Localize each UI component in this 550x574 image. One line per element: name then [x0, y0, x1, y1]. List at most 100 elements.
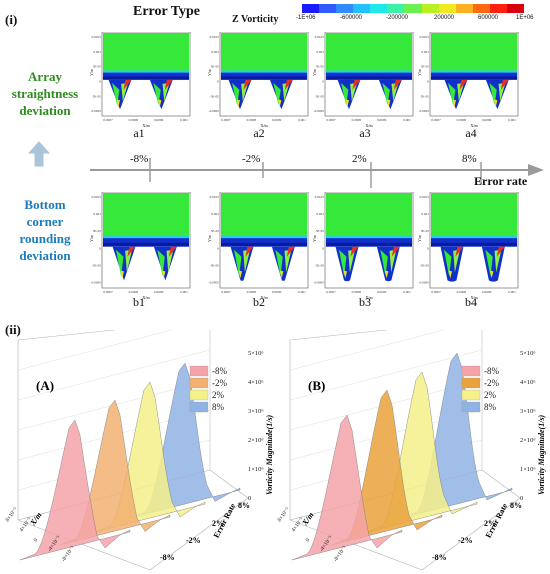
panel-label-a3: a3: [359, 126, 371, 140]
y-tick-label: 0.0015: [420, 195, 430, 199]
z-axis-label: Vorticity Magnitude(1/s): [537, 414, 546, 495]
simulation-panel-b1: 0.0015 0.001 5E-05 0 -5E-05 -0.0005 Y/m 0.0007 0…: [89, 192, 191, 300]
y-tick-label: 0.001: [211, 212, 219, 216]
y-tick-label: 0.0015: [210, 195, 220, 199]
simulation-panel-b3: 0.0015 0.001 5E-05 0 -5E-05 -0.0005 Y/m 0.0007 0…: [312, 192, 414, 300]
x-tick-label: 0.0008: [352, 118, 362, 122]
colorbar-tick: 200000: [434, 15, 455, 21]
x-tick-label: 0.0008: [129, 290, 139, 294]
y-tick-label: -5E-05: [210, 94, 220, 98]
x-axis-label: X/m: [470, 295, 478, 300]
colorbar-swatch: [438, 4, 456, 13]
error-mark-neg8: -8%: [130, 153, 149, 165]
x-tick-label: 0.0009: [154, 118, 164, 122]
colorbar-title: Z Vorticity: [232, 14, 279, 25]
x-tick-label: 0.001: [403, 118, 411, 122]
x-axis-label: X/m: [142, 123, 150, 128]
ridgeline-chart-A: (A)-8%-2%2%8%01×10⁶2×10⁶3×10⁶4×10⁶5×10⁶V…: [5, 330, 274, 571]
array-straightness-label: Array straightness deviation: [11, 69, 79, 118]
z-tick-label: 5×10⁶: [248, 350, 264, 357]
x-tick-label: 0.0007: [221, 118, 231, 122]
error-tick-label: -2%: [186, 536, 201, 545]
y-tick-label: -0.0005: [209, 281, 220, 285]
y-tick-label: 0.0015: [420, 35, 430, 39]
y-axis-label: Y/m: [417, 68, 422, 76]
x-tick-label: 0.0009: [272, 290, 282, 294]
y-tick-label: -0.0005: [314, 109, 325, 113]
z-tick-label: 1×10⁶: [520, 466, 536, 473]
y-tick-label: -0.0005: [419, 109, 430, 113]
y-axis-label: Y/m: [89, 68, 94, 76]
panel-label-b2: b2: [253, 295, 265, 309]
panel-3d-label: (B): [308, 378, 325, 393]
y-tick-label: 5E-05: [316, 229, 325, 233]
y-tick-label: 5E-05: [316, 65, 325, 69]
x-tick-label: 0.0009: [377, 118, 387, 122]
error-tick-label: -8%: [160, 553, 175, 562]
x-tick-label: 0.0008: [247, 118, 257, 122]
colorbar-swatch: [404, 4, 422, 13]
z-tick-label: 3×10⁶: [248, 408, 264, 415]
y-tick-label: 0: [217, 246, 219, 250]
y-tick-label: -0.0005: [91, 109, 102, 113]
x-tick-label: 0.0007: [326, 290, 336, 294]
legend-swatch: [461, 365, 481, 377]
x-axis-label: X/m: [142, 295, 150, 300]
simulation-panel-a1: 0.0015 0.001 5E-05 0 -5E-05 -0.0005 Y/m 0.0007 0…: [89, 32, 191, 128]
legend-label: -2%: [484, 378, 499, 388]
simulation-panel-b2: 0.0015 0.001 5E-05 0 -5E-05 -0.0005 Y/m 0.0007 0…: [207, 192, 309, 300]
z-tick-label: 5×10⁶: [520, 350, 536, 357]
colorbar-swatch: [455, 4, 473, 13]
colorbar-tick: -200000: [386, 15, 409, 21]
x-tick-label: 0.001: [180, 290, 188, 294]
y-tick-label: -5E-05: [210, 263, 220, 267]
y-axis-label: Y/m: [417, 234, 422, 242]
y-tick-label: 0.001: [421, 212, 429, 216]
y-tick-label: 0: [99, 79, 101, 83]
y-tick-label: 0: [427, 246, 429, 250]
legend-label: 8%: [484, 402, 497, 412]
y-tick-label: -5E-05: [315, 94, 325, 98]
x-tick-label: 0: [305, 537, 312, 543]
y-tick-label: 0: [217, 79, 219, 83]
legend-swatch: [461, 389, 481, 401]
x-axis-label-3d: X/m: [300, 511, 316, 528]
simulation-panel-a3: 0.0015 0.001 5E-05 0 -5E-05 -0.0005 Y/m 0.0007 0…: [312, 32, 414, 128]
up-arrow-icon: [28, 141, 50, 167]
legend-label: 8%: [212, 402, 225, 412]
y-axis-label: Y/m: [89, 234, 94, 242]
y-tick-label: 0.0015: [315, 195, 325, 199]
colorbar-swatch: [370, 4, 388, 13]
x-tick-label: 0.0009: [377, 290, 387, 294]
colorbar-ticks: -1E+06 -600000 -200000 200000 600000 1E+06: [296, 15, 534, 24]
error-tick-label: 2%: [484, 519, 496, 528]
x-tick-label: 0.0009: [272, 118, 282, 122]
legend-label: 2%: [212, 390, 225, 400]
y-tick-label: 0: [99, 246, 101, 250]
y-tick-label: 0: [322, 246, 324, 250]
x-tick-label: 0.0007: [326, 118, 336, 122]
colorbar: [302, 4, 525, 13]
colorbar-swatch: [319, 4, 337, 13]
x-axis-label: X/m: [260, 295, 268, 300]
y-tick-label: -5E-05: [315, 263, 325, 267]
y-tick-label: 0.001: [316, 212, 324, 216]
legend-label: -8%: [212, 366, 227, 376]
y-tick-label: 0.001: [93, 212, 101, 216]
error-tick-label: 8%: [238, 501, 250, 510]
colorbar-tick: -1E+06: [296, 15, 316, 21]
y-tick-label: 0.0015: [210, 35, 220, 39]
x-tick-label: 8×10⁻⁵: [5, 506, 19, 523]
legend-swatch: [189, 365, 209, 377]
x-axis-label: X/m: [470, 123, 478, 128]
z-tick-label: 4×10⁶: [248, 379, 264, 386]
error-tick-label: 2%: [212, 519, 224, 528]
simulation-panel-b4: 0.0015 0.001 5E-05 0 -5E-05 -0.0005 Y/m 0.0007 0…: [417, 192, 519, 300]
error-rate-label: Error rate: [474, 174, 528, 188]
legend-label: -2%: [212, 378, 227, 388]
y-tick-label: 5E-05: [211, 65, 220, 69]
z-tick-label: 0: [248, 495, 251, 502]
z-tick-label: 3×10⁶: [520, 408, 536, 415]
z-tick-label: 2×10⁶: [248, 437, 264, 444]
colorbar-swatch: [302, 4, 320, 13]
